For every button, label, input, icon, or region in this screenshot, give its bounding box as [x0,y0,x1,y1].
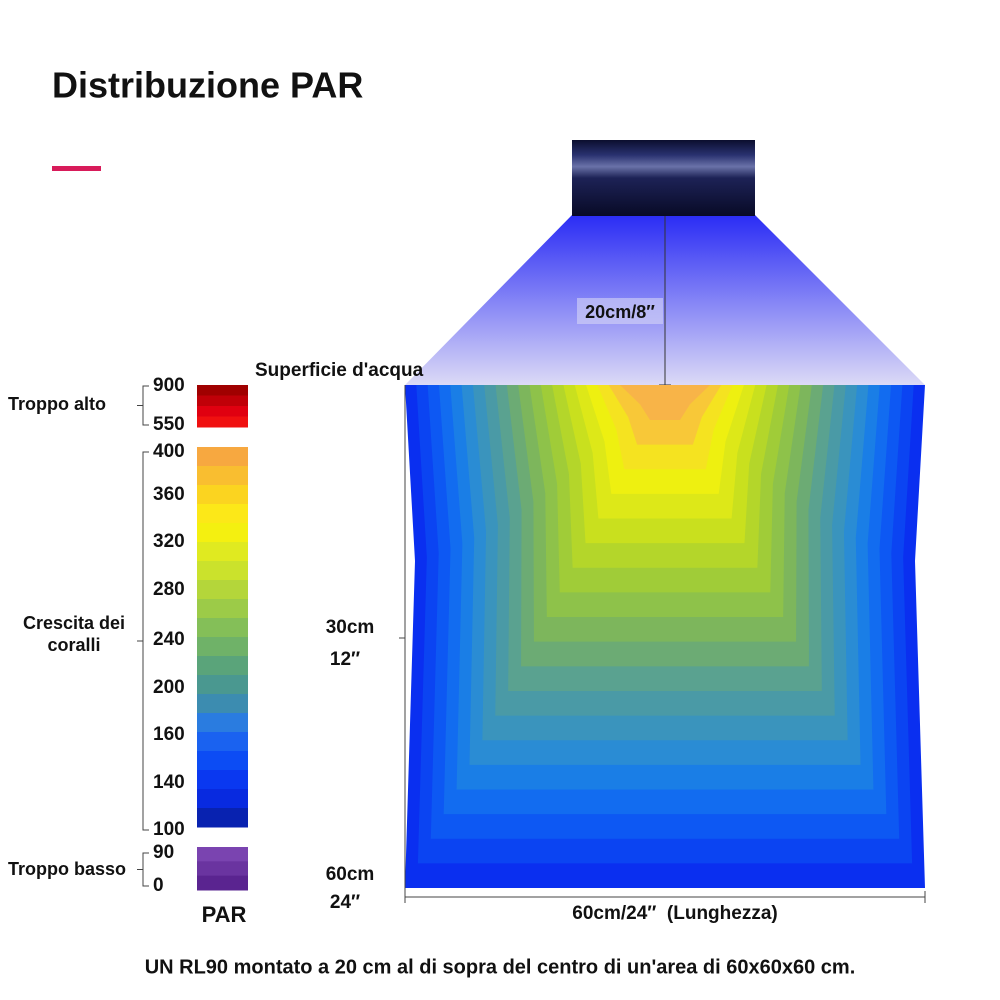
title: Distribuzione PAR [52,65,363,106]
legend-swatch [197,789,248,809]
legend-tick-label: 320 [153,531,185,552]
legend-tick-label: 100 [153,819,185,840]
legend-group-label: Troppo alto [8,394,106,414]
legend-swatch [197,751,248,771]
legend-bracket [142,852,149,887]
legend-swatch [197,416,248,428]
depth-label: 30cm [326,617,375,638]
surface-label: Superficie d'acqua [255,360,424,381]
legend-swatch [197,675,248,695]
light-fixture [572,140,755,216]
legend-swatch [197,485,248,505]
legend-tick-label: 90 [153,842,174,863]
legend-swatch [197,466,248,486]
legend-swatch [197,447,248,467]
caption: UN RL90 montato a 20 cm al di sopra del … [145,956,856,978]
legend-swatch [197,406,248,417]
legend-tick-label: 240 [153,629,185,650]
legend-swatch [197,713,248,733]
legend-swatch [197,875,248,891]
legend-tick-label: 900 [153,375,185,396]
legend-swatch [197,395,248,407]
legend-tick-label: 360 [153,484,185,505]
depth-label: 24″ [330,892,360,913]
legend-group-label: Crescita dei [23,613,125,633]
legend-swatch [197,847,248,862]
legend-group-label: coralli [47,635,100,655]
label-bg [577,298,663,324]
legend-swatch [197,599,248,619]
legend-swatch [197,561,248,581]
legend-tick-label: 0 [153,875,164,896]
legend-tick-label: 400 [153,441,185,462]
legend-bracket [142,451,149,831]
legend-swatch [197,694,248,714]
legend-swatch [197,861,248,877]
legend-swatch [197,656,248,676]
par-heatmap [405,385,925,888]
legend-tick-label: 140 [153,772,185,793]
legend-swatch [197,542,248,562]
legend-swatch [197,580,248,600]
par-zone [620,385,710,420]
accent-bar [52,166,101,171]
legend-swatch [197,637,248,657]
legend-tick-label: 200 [153,677,185,698]
legend-swatch [197,523,248,543]
legend-swatch [197,618,248,638]
legend-tick-label: 550 [153,414,185,435]
depth-label: 60cm [326,864,375,885]
depth-label: 12″ [330,649,360,670]
unit-label: PAR [202,902,247,927]
legend-swatch [197,808,248,828]
distance-label: 20cm/8″ [585,302,655,322]
legend-group-label: Troppo basso [8,859,126,879]
legend-swatch [197,732,248,752]
legend-swatch [197,770,248,790]
legend-bracket [142,385,149,426]
legend-swatch [197,385,248,396]
legend-tick-label: 280 [153,579,185,600]
legend-tick-label: 160 [153,724,185,745]
legend-swatch [197,504,248,524]
length-label: 60cm/24″ (Lunghezza) [572,903,777,924]
